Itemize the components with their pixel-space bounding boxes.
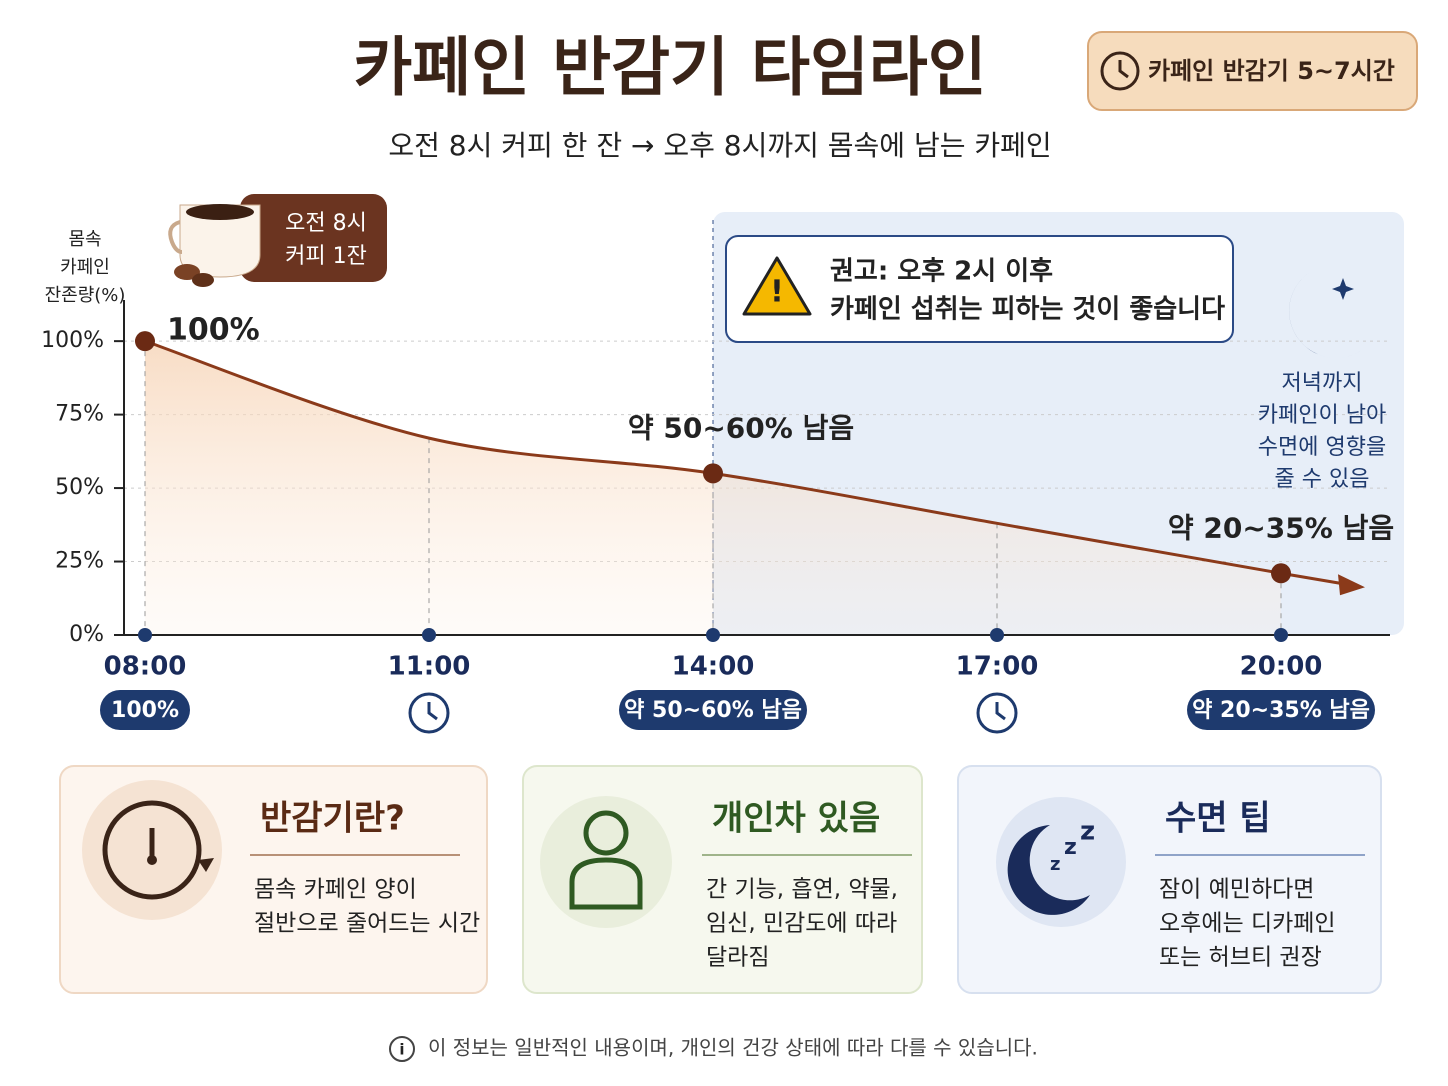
value-pill-label: 약 20~35% 남음	[1192, 698, 1370, 723]
subtitle: 오전 8시 커피 한 잔 → 오후 8시까지 몸속에 남는 카페인	[388, 129, 1051, 162]
point	[135, 331, 155, 352]
y-tick-label: 100%	[41, 328, 104, 353]
axis-dot	[706, 628, 720, 642]
card-text: 달라짐	[706, 945, 769, 971]
svg-text:z: z	[1080, 817, 1095, 847]
value-pill	[1187, 690, 1375, 730]
y-tick-label: 50%	[55, 475, 104, 500]
arrow-head	[1338, 574, 1365, 596]
card-text: 또는 허브티 권장	[1159, 945, 1322, 971]
card-text: 절반으로 줄어드는 시간	[254, 911, 480, 937]
coffee-label: 커피 1잔	[285, 244, 367, 269]
clock-hands	[995, 702, 1006, 721]
coffee-label: 오전 8시	[285, 211, 367, 236]
point-label: 약 50~60% 남음	[628, 411, 854, 444]
svg-text:z: z	[1050, 854, 1060, 875]
y-tick-label: 75%	[55, 402, 104, 427]
axis-dot	[422, 628, 436, 642]
value-pill-label: 100%	[111, 698, 179, 723]
x-tick-label: 08:00	[104, 652, 187, 682]
value-pill	[619, 690, 807, 730]
night-note: 수면에 영향을	[1258, 435, 1386, 460]
warning-icon	[742, 256, 812, 316]
star	[1332, 278, 1354, 300]
point	[1271, 563, 1291, 584]
y-tick-label: 0%	[69, 622, 104, 647]
footer: i 이 정보는 일반적인 내용이며, 개인의 건강 상태에 따라 다를 수 있습…	[389, 1036, 1038, 1062]
axis-dot	[138, 628, 152, 642]
x-tick-label: 14:00	[672, 652, 755, 682]
card-text: 잠이 예민하다면	[1159, 877, 1314, 903]
value-pill-label: 약 50~60% 남음	[624, 698, 802, 723]
card-title: 수면 팁	[1165, 799, 1271, 839]
card-text: 임신, 민감도에 따라	[706, 911, 897, 937]
card-text: 오후에는 디카페인	[1159, 911, 1336, 937]
point	[703, 463, 723, 484]
y-axis-title: 몸속 카페인 잔존량(%)	[45, 229, 126, 306]
clock-hands	[427, 702, 438, 721]
x-tick-label: 20:00	[1240, 652, 1323, 682]
svg-text:i: i	[399, 1041, 404, 1059]
title: 카페인 반감기 타임라인	[353, 32, 986, 106]
card-title: 반감기란?	[260, 799, 405, 839]
night-note: 줄 수 있음	[1275, 467, 1370, 492]
card-text: 몸속 카페인 양이	[254, 877, 417, 903]
warning-text: 권고: 오후 2시 이후	[830, 257, 1053, 287]
badge: 카페인 반감기 5~7시간	[1087, 31, 1418, 111]
card-text: 간 기능, 흡연, 약물,	[706, 877, 898, 903]
warning-text: 카페인 섭취는 피하는 것이 좋습니다	[830, 295, 1225, 325]
axis-dot	[1274, 628, 1288, 642]
badge-text: 카페인 반감기 5~7시간	[1148, 57, 1395, 85]
y-tick-label: 25%	[55, 549, 104, 574]
point-label: 100%	[167, 313, 260, 348]
night-note: 저녁까지	[1282, 371, 1363, 396]
warning-mark: !	[770, 275, 784, 310]
chart: 몸속 카페인 잔존량(%) 0% 25% 50% 75% 100% 08:00 100% 100% 1…	[41, 212, 1404, 734]
x-tick-label: 17:00	[956, 652, 1039, 682]
x-tick-label: 11:00	[388, 652, 471, 682]
axis-dot	[990, 628, 1004, 642]
point-label: 약 20~35% 남음	[1168, 511, 1394, 544]
coffee-callout: 오전 8시 커피 1잔	[168, 194, 387, 287]
warning-box	[725, 235, 1234, 343]
night-note: 카페인이 남아	[1258, 403, 1386, 428]
svg-text:z: z	[1064, 835, 1077, 860]
card-title: 개인차 있음	[712, 799, 880, 839]
footer-note: 이 정보는 일반적인 내용이며, 개인의 건강 상태에 따라 다를 수 있습니다…	[428, 1036, 1038, 1060]
value-pill	[100, 690, 190, 730]
